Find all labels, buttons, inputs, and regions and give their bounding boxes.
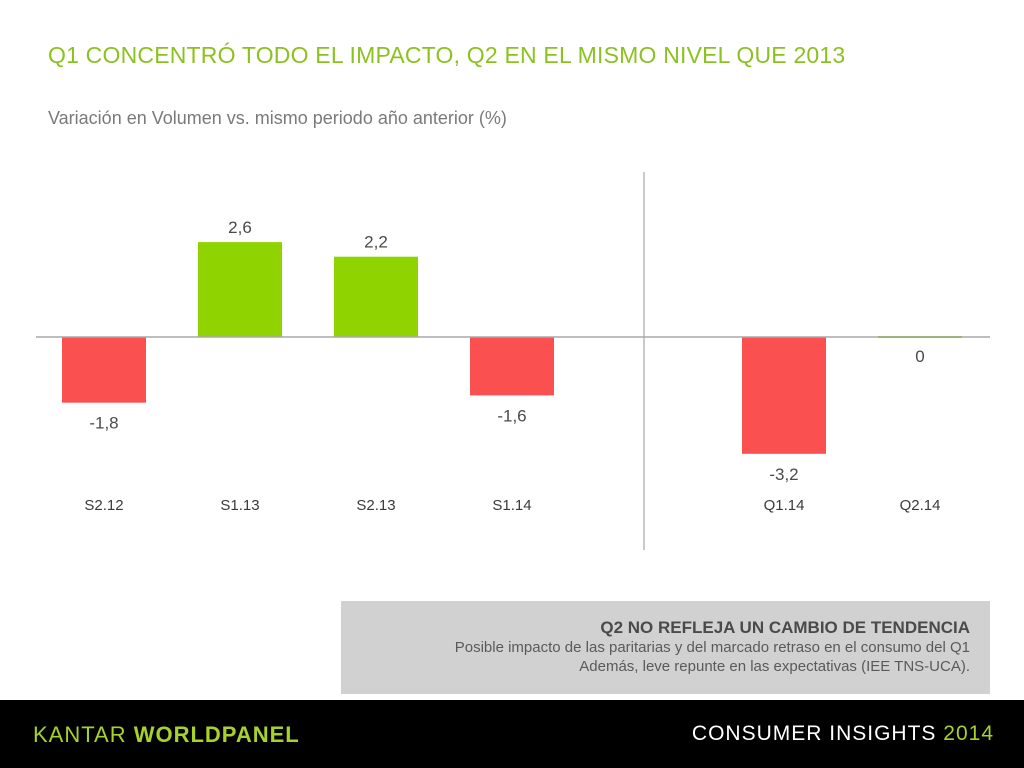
brand-name-part1: KANTAR bbox=[33, 722, 134, 747]
tagline-text: CONSUMER INSIGHTS bbox=[691, 722, 944, 745]
footer-tagline: CONSUMER INSIGHTS 2014 bbox=[692, 722, 994, 746]
category-label-S1.14: S1.14 bbox=[492, 497, 531, 514]
brand-name-part2: WORLDPANEL bbox=[133, 722, 300, 747]
bar-S1.13 bbox=[198, 242, 282, 337]
category-label-Q2.14: Q2.14 bbox=[900, 497, 941, 514]
note-line-1: Posible impacto de las paritarias y del … bbox=[454, 639, 970, 656]
value-label-S2.12: -1,8 bbox=[89, 414, 118, 433]
value-label-S2.13: 2,2 bbox=[364, 233, 388, 252]
value-label-S1.14: -1,6 bbox=[497, 406, 526, 425]
chart-subtitle: Variación en Volumen vs. mismo periodo a… bbox=[48, 108, 507, 128]
tagline-year: 2014 bbox=[943, 722, 994, 745]
brand-logo: KANTAR WORLDPANEL bbox=[33, 722, 300, 748]
category-label-S1.13: S1.13 bbox=[220, 497, 259, 514]
note-title: Q2 NO REFLEJA UN CAMBIO DE TENDENCIA bbox=[600, 618, 970, 637]
category-label-S2.13: S2.13 bbox=[356, 497, 395, 514]
bar-S2.13 bbox=[334, 256, 418, 337]
bar-S1.14 bbox=[470, 337, 554, 396]
value-label-Q1.14: -3,2 bbox=[769, 465, 798, 484]
value-label-S1.13: 2,6 bbox=[228, 218, 252, 237]
bar-chart: -1,8 S2.12 2,6 S1.13 2,2 S2.13 -1,6 S1.14 -3,2 Q1… bbox=[36, 172, 990, 550]
category-label-Q1.14: Q1.14 bbox=[764, 497, 805, 514]
chart-title: Q1 CONCENTRÓ TODO EL IMPACTO, Q2 EN EL M… bbox=[48, 42, 846, 68]
category-label-S2.12: S2.12 bbox=[84, 497, 123, 514]
note-line-2: Además, leve repunte en las expectativas… bbox=[579, 658, 970, 675]
value-label-Q2.14: 0 bbox=[915, 347, 924, 366]
footer-bar: KANTAR WORLDPANEL CONSUMER INSIGHTS 2014 bbox=[0, 700, 1024, 768]
bar-Q1.14 bbox=[742, 337, 826, 454]
bar-S2.12 bbox=[62, 337, 146, 403]
note-box: Q2 NO REFLEJA UN CAMBIO DE TENDENCIA Pos… bbox=[341, 601, 990, 694]
